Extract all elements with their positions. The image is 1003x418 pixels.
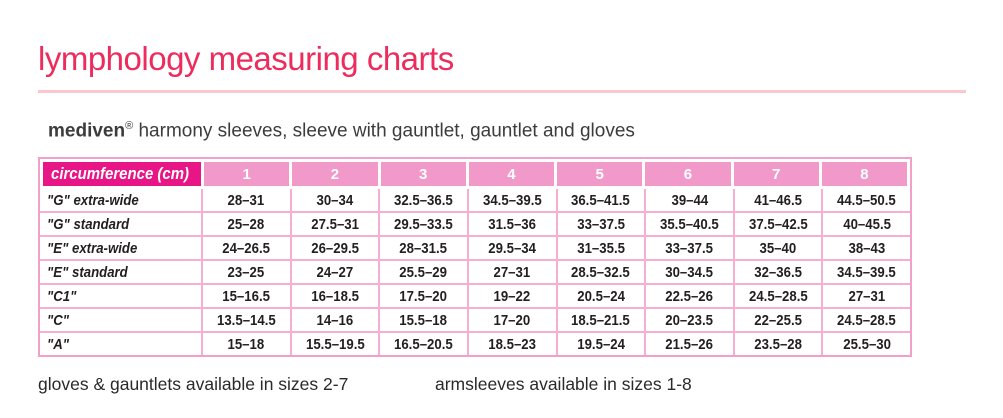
value-cell: 28–31.5 <box>380 237 467 259</box>
value-cell: 33–37.5 <box>557 213 645 235</box>
value-cell: 31–35.5 <box>557 237 645 259</box>
value-cell: 15.5–19.5 <box>291 333 379 355</box>
size-column-header: 8 <box>821 162 907 186</box>
value-cell: 38–43 <box>823 237 910 259</box>
value-cell: 25.5–29 <box>380 261 467 283</box>
value-cell: 28–31 <box>203 189 290 211</box>
page-title: lymphology measuring charts <box>38 40 454 77</box>
value-cell: 24.5–28.5 <box>823 309 910 331</box>
value-cell: 20–23.5 <box>646 309 733 331</box>
note-armsleeves: armsleeves available in sizes 1-8 <box>435 374 692 394</box>
value-cell: 18.5–21.5 <box>557 309 645 331</box>
title-underline <box>38 90 966 93</box>
value-cell: 15–16.5 <box>203 285 290 307</box>
value-cell: 24–26.5 <box>203 237 290 259</box>
value-cell: 20.5–24 <box>557 285 645 307</box>
value-cell: 25.5–30 <box>823 333 910 355</box>
value-cell: 22–25.5 <box>734 309 822 331</box>
row-label: "C1" <box>40 285 201 307</box>
value-cell: 30–34.5 <box>646 261 733 283</box>
row-label: "E" standard <box>40 261 201 283</box>
value-cell: 19.5–24 <box>557 333 645 355</box>
row-label: "C" <box>40 309 201 331</box>
value-cell: 26–29.5 <box>291 237 379 259</box>
value-cell: 24.5–28.5 <box>734 285 822 307</box>
value-cell: 23–25 <box>203 261 290 283</box>
table-body: "G" extra-wide 28–31 30–34 32.5–36.5 34.5–39… <box>40 189 910 355</box>
value-cell: 44.5–50.5 <box>823 189 910 211</box>
value-cell: 24–27 <box>291 261 379 283</box>
value-cell: 27–31 <box>468 261 556 283</box>
size-column-header: 6 <box>645 162 731 186</box>
value-cell: 29.5–33.5 <box>380 213 467 235</box>
value-cell: 29.5–34 <box>468 237 556 259</box>
size-column-header: 1 <box>204 162 290 186</box>
value-cell: 27–31 <box>823 285 910 307</box>
value-cell: 13.5–14.5 <box>203 309 290 331</box>
size-column-header: 4 <box>468 162 554 186</box>
value-cell: 28.5–32.5 <box>557 261 645 283</box>
value-cell: 39–44 <box>646 189 733 211</box>
value-cell: 40–45.5 <box>823 213 910 235</box>
size-column-header: 3 <box>380 162 466 186</box>
value-cell: 17–20 <box>468 309 556 331</box>
brand-name: mediven <box>48 120 126 142</box>
subtitle-text: harmony sleeves, sleeve with gauntlet, g… <box>133 120 635 142</box>
row-label: "G" extra-wide <box>40 189 201 211</box>
value-cell: 22.5–26 <box>646 285 733 307</box>
value-cell: 18.5–23 <box>468 333 556 355</box>
value-cell: 32.5–36.5 <box>380 189 467 211</box>
size-column-header: 5 <box>557 162 643 186</box>
circumference-header-cell: circumference (cm) <box>43 162 201 186</box>
value-cell: 36.5–41.5 <box>557 189 645 211</box>
row-label: "G" standard <box>40 213 201 235</box>
value-cell: 21.5–26 <box>646 333 733 355</box>
row-label: "A" <box>40 333 201 355</box>
value-cell: 16–18.5 <box>291 285 379 307</box>
value-cell: 15.5–18 <box>380 309 467 331</box>
value-cell: 15–18 <box>203 333 290 355</box>
value-cell: 37.5–42.5 <box>734 213 822 235</box>
size-column-header: 2 <box>292 162 378 186</box>
size-column-header: 7 <box>733 162 819 186</box>
circumference-header-label: circumference (cm) <box>51 164 190 183</box>
value-cell: 27.5–31 <box>291 213 379 235</box>
value-cell: 34.5–39.5 <box>823 261 910 283</box>
value-cell: 32–36.5 <box>734 261 822 283</box>
value-cell: 25–28 <box>203 213 290 235</box>
value-cell: 31.5–36 <box>468 213 556 235</box>
value-cell: 33–37.5 <box>646 237 733 259</box>
registered-mark: ® <box>125 120 134 132</box>
note-gloves-gauntlets: gloves & gauntlets available in sizes 2-… <box>38 374 349 394</box>
row-label: "E" extra-wide <box>40 237 201 259</box>
value-cell: 23.5–28 <box>734 333 822 355</box>
value-cell: 17.5–20 <box>380 285 467 307</box>
value-cell: 19–22 <box>468 285 556 307</box>
table-subtitle: mediven® harmony sleeves, sleeve with ga… <box>48 120 635 142</box>
value-cell: 41–46.5 <box>734 189 822 211</box>
value-cell: 14–16 <box>291 309 379 331</box>
value-cell: 35.5–40.5 <box>646 213 733 235</box>
value-cell: 35–40 <box>734 237 822 259</box>
value-cell: 30–34 <box>291 189 379 211</box>
value-cell: 16.5–20.5 <box>380 333 467 355</box>
value-cell: 34.5–39.5 <box>468 189 556 211</box>
